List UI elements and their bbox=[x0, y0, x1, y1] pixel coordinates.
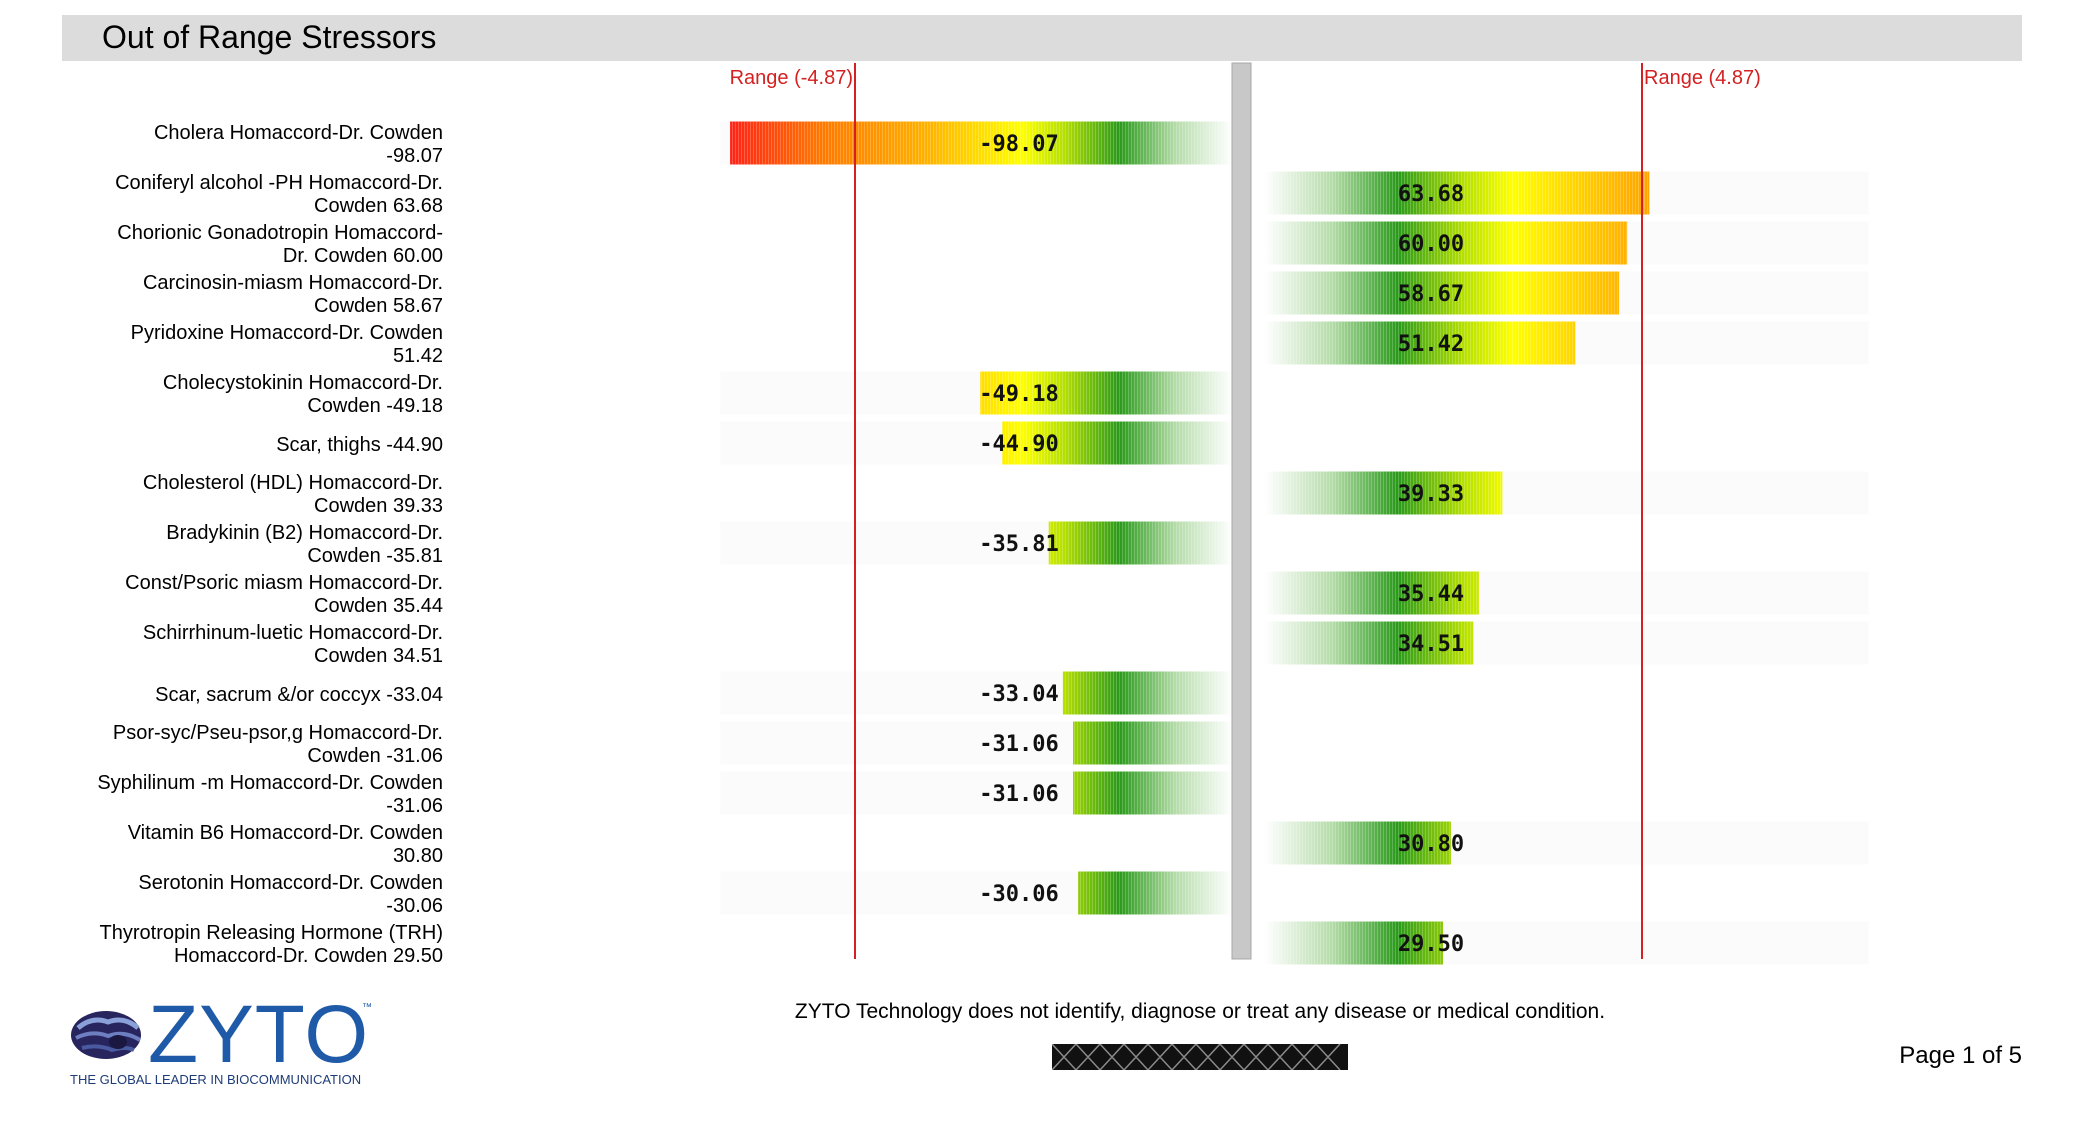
stressor-label: Pyridoxine Homaccord-Dr. Cowden bbox=[131, 322, 443, 344]
stressor-label: Cowden 63.68 bbox=[314, 195, 443, 217]
bar-value-label: 39.33 bbox=[1398, 482, 1464, 507]
logo-trademark: ™ bbox=[362, 1002, 372, 1013]
bar-value-label: 34.51 bbox=[1398, 632, 1464, 657]
stressor-label: Vitamin B6 Homaccord-Dr. Cowden bbox=[128, 822, 443, 844]
bar-texture bbox=[980, 371, 1232, 415]
stressor-label: Thyrotropin Releasing Hormone (TRH) bbox=[100, 922, 443, 944]
range-label-high: Range (4.87) bbox=[1644, 67, 1761, 89]
bar-texture bbox=[1048, 521, 1232, 565]
stressor-label: Cowden -35.81 bbox=[307, 545, 443, 567]
stressor-label: -31.06 bbox=[386, 795, 443, 817]
range-label-low: Range (-4.87) bbox=[730, 67, 853, 89]
logo-tagline: THE GLOBAL LEADER IN BIOCOMMUNICATION bbox=[70, 1072, 362, 1087]
stressor-label: Schirrhinum-luetic Homaccord-Dr. bbox=[143, 622, 443, 644]
bar-texture bbox=[1265, 221, 1628, 265]
bar-texture bbox=[1265, 921, 1444, 965]
page-title: Out of Range Stressors bbox=[102, 19, 437, 55]
bar-value-label: 63.68 bbox=[1398, 182, 1464, 207]
bar-value-label: -30.06 bbox=[979, 882, 1058, 907]
stressor-label: Cowden 39.33 bbox=[314, 495, 443, 517]
bar-texture bbox=[730, 121, 1232, 165]
stressor-label: Syphilinum -m Homaccord-Dr. Cowden bbox=[97, 772, 443, 794]
stressor-label: Cowden 34.51 bbox=[314, 645, 443, 667]
stressor-label: Cowden -31.06 bbox=[307, 745, 443, 767]
bar-value-label: -33.04 bbox=[979, 682, 1058, 707]
stressor-label: Coniferyl alcohol -PH Homaccord-Dr. bbox=[115, 172, 443, 194]
stressor-label: 30.80 bbox=[393, 845, 443, 867]
stressor-chart: Range (-4.87) Range (4.87) -98.07Cholera … bbox=[97, 62, 1761, 967]
stressor-label: Homaccord-Dr. Cowden 29.50 bbox=[174, 945, 443, 967]
stressor-label: 51.42 bbox=[393, 345, 443, 367]
stressor-label: Scar, thighs -44.90 bbox=[276, 434, 443, 456]
bar-value-label: -44.90 bbox=[979, 432, 1058, 457]
disclaimer: ZYTO Technology does not identify, diagn… bbox=[794, 1000, 1606, 1023]
bar-texture bbox=[1265, 321, 1576, 365]
page-indicator: Page 1 of 5 bbox=[1899, 1042, 2022, 1069]
bar-value-label: 58.67 bbox=[1398, 282, 1464, 307]
bar-value-label: -35.81 bbox=[979, 532, 1058, 557]
bar-value-label: -98.07 bbox=[979, 132, 1058, 157]
stressor-label: Scar, sacrum &/or coccyx -33.04 bbox=[155, 684, 443, 706]
bar-texture bbox=[1265, 571, 1479, 615]
center-axis bbox=[1231, 62, 1252, 960]
redacted-name-block bbox=[1052, 1044, 1348, 1070]
bar-value-label: -31.06 bbox=[979, 732, 1058, 757]
bar-texture bbox=[1073, 771, 1232, 815]
stressor-label: -98.07 bbox=[386, 145, 443, 167]
stressor-label: Bradykinin (B2) Homaccord-Dr. bbox=[166, 522, 443, 544]
logo-wordmark: ZYTO bbox=[148, 989, 370, 1080]
bar-value-label: -49.18 bbox=[979, 382, 1058, 407]
brain-icon bbox=[71, 1011, 142, 1059]
bar-value-label: -31.06 bbox=[979, 782, 1058, 807]
bar-texture bbox=[1002, 421, 1232, 465]
stressor-label: -30.06 bbox=[386, 895, 443, 917]
bar-texture bbox=[1265, 171, 1650, 215]
bar-value-label: 30.80 bbox=[1398, 832, 1464, 857]
stressor-label: Serotonin Homaccord-Dr. Cowden bbox=[138, 872, 443, 894]
bar-value-label: 35.44 bbox=[1398, 582, 1464, 607]
stressor-label: Dr. Cowden 60.00 bbox=[283, 245, 443, 267]
stressor-label: Cholecystokinin Homaccord-Dr. bbox=[163, 372, 443, 394]
bar-texture bbox=[1265, 821, 1451, 865]
stressor-label: Cowden 58.67 bbox=[314, 295, 443, 317]
bar-value-label: 60.00 bbox=[1398, 232, 1464, 257]
stressor-label: Cholera Homaccord-Dr. Cowden bbox=[154, 122, 443, 144]
stressor-label: Cowden 35.44 bbox=[314, 595, 443, 617]
bar-texture bbox=[1265, 471, 1503, 515]
stressor-label: Psor-syc/Pseu-psor,g Homaccord-Dr. bbox=[113, 722, 443, 744]
stressor-label: Cowden -49.18 bbox=[307, 395, 443, 417]
zyto-logo: ZYTO ™ THE GLOBAL LEADER IN BIOCOMMUNICA… bbox=[64, 989, 384, 1088]
bar-texture bbox=[1078, 871, 1232, 915]
bar-value-label: 51.42 bbox=[1398, 332, 1464, 357]
stressor-label: Chorionic Gonadotropin Homaccord- bbox=[117, 222, 443, 244]
bar-texture bbox=[1073, 721, 1232, 765]
bar-texture bbox=[1265, 621, 1474, 665]
bar-texture bbox=[1265, 271, 1620, 315]
bar-value-label: 29.50 bbox=[1398, 932, 1464, 957]
header-band: Out of Range Stressors bbox=[62, 15, 2022, 61]
stressor-label: Const/Psoric miasm Homaccord-Dr. bbox=[125, 572, 443, 594]
stressor-label: Cholesterol (HDL) Homaccord-Dr. bbox=[143, 472, 443, 494]
bar-texture bbox=[1062, 671, 1232, 715]
stressor-label: Carcinosin-miasm Homaccord-Dr. bbox=[143, 272, 443, 294]
